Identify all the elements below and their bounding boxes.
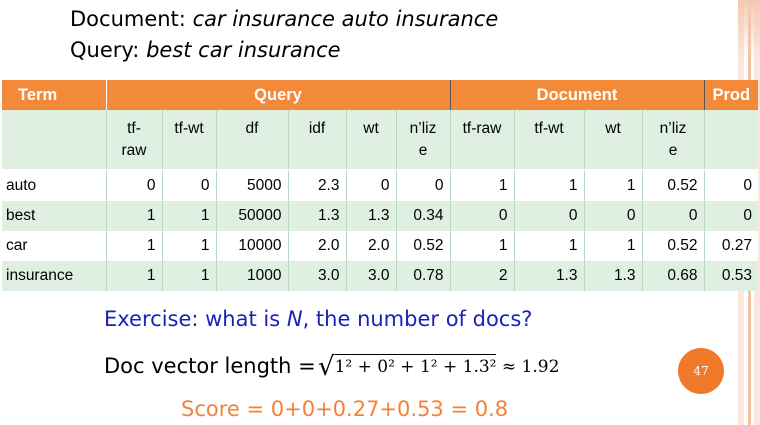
table-subheader: tf-raw tf-wt df idf wt n’liz e tf-raw tf-…	[2, 110, 758, 171]
document-group-header: Document	[449, 80, 705, 110]
query-group-header: Query	[105, 80, 450, 110]
d-wt-cell: 1	[583, 231, 642, 261]
page-number-badge: 47	[678, 348, 724, 394]
table-row: insurance 1 1 1000 3.0 3.0 0.78 2 1.3 1.3 0.68 0.53	[2, 261, 758, 291]
subheader-d-nlize: n’liz e	[641, 110, 704, 171]
d-nlize-cell: 0.52	[641, 170, 704, 201]
subheader-d-tf-wt: tf-wt	[513, 110, 584, 171]
d-wt-cell: 0	[583, 201, 642, 231]
d-wt-cell: 1.3	[583, 261, 642, 291]
d-tf-raw-cell: 0	[449, 201, 514, 231]
term-header: Term	[2, 80, 106, 110]
q-tf-raw-cell: 0	[105, 170, 162, 201]
term-cell: insurance	[2, 261, 106, 291]
q-idf-cell: 2.3	[287, 170, 346, 201]
q-idf-cell: 1.3	[287, 201, 346, 231]
subheader-q-nlize: n’liz e	[395, 110, 450, 171]
table-row: car 1 1 10000 2.0 2.0 0.52 1 1 1 0.52 0.27	[2, 231, 758, 261]
prod-cell: 0	[703, 201, 758, 231]
table-group-header: Term Query Document Prod	[2, 80, 758, 110]
q-tf-wt-cell: 0	[161, 170, 216, 201]
approx-value: ≈ 1.92	[501, 357, 560, 377]
d-nlize-cell: 0	[641, 201, 704, 231]
subheader-d-tf-raw: tf-raw	[449, 110, 514, 171]
d-tf-wt-cell: 1	[513, 231, 584, 261]
doc-vector-formula: √1² + 0² + 1² + 1.3² ≈ 1.92	[318, 352, 559, 382]
term-cell: car	[2, 231, 106, 261]
q-df-cell: 10000	[215, 231, 288, 261]
q-nlize-cell: 0	[395, 170, 450, 201]
q-tf-wt-cell: 1	[161, 231, 216, 261]
q-idf-cell: 3.0	[287, 261, 346, 291]
subheader-term	[2, 110, 106, 171]
subheader-q-tf-raw: tf-raw	[105, 110, 162, 171]
d-nlize-cell: 0.52	[641, 231, 704, 261]
q-df-cell: 5000	[215, 170, 288, 201]
term-cell: auto	[2, 170, 106, 201]
doc-vector-label: Doc vector length =	[104, 354, 316, 378]
q-nlize-cell: 0.78	[395, 261, 450, 291]
document-label: Document:	[70, 7, 186, 31]
d-tf-wt-cell: 1	[513, 170, 584, 201]
table-row: auto 0 0 5000 2.3 0 0 1 1 1 0.52 0	[2, 170, 758, 201]
q-tf-raw-cell: 1	[105, 261, 162, 291]
d-wt-cell: 1	[583, 170, 642, 201]
exercise-var: N	[286, 307, 303, 331]
subheader-d-wt: wt	[583, 110, 642, 171]
q-df-cell: 50000	[215, 201, 288, 231]
tfidf-table: Term Query Document Prod tf-raw tf-wt df…	[2, 80, 758, 291]
document-line: Document: car insurance auto insurance	[70, 7, 498, 31]
d-tf-raw-cell: 1	[449, 170, 514, 201]
q-tf-wt-cell: 1	[161, 261, 216, 291]
sqrt-symbol: √	[318, 352, 335, 382]
q-df-cell: 1000	[215, 261, 288, 291]
subheader-q-tf-wt: tf-wt	[161, 110, 216, 171]
table-body: auto 0 0 5000 2.3 0 0 1 1 1 0.52 0 best 1 1 50000 1.3 1.3…	[2, 170, 758, 291]
d-tf-wt-cell: 0	[513, 201, 584, 231]
q-wt-cell: 1.3	[345, 201, 396, 231]
d-nlize-cell: 0.68	[641, 261, 704, 291]
subheader-prod	[703, 110, 758, 171]
table-row: best 1 1 50000 1.3 1.3 0.34 0 0 0 0 0	[2, 201, 758, 231]
prod-cell: 0.27	[703, 231, 758, 261]
score-line: Score = 0+0+0.27+0.53 = 0.8	[181, 397, 509, 421]
exercise-suffix: , the number of docs?	[302, 307, 533, 331]
query-label: Query:	[70, 38, 140, 62]
d-tf-raw-cell: 2	[449, 261, 514, 291]
exercise-prefix: Exercise: what is	[104, 307, 287, 331]
q-tf-raw-cell: 1	[105, 231, 162, 261]
q-wt-cell: 3.0	[345, 261, 396, 291]
query-line: Query: best car insurance	[70, 38, 341, 62]
prod-cell: 0	[703, 170, 758, 201]
prod-header: Prod	[704, 80, 758, 110]
radicand: 1² + 0² + 1² + 1.3²	[334, 354, 497, 377]
d-tf-raw-cell: 1	[449, 231, 514, 261]
q-idf-cell: 2.0	[287, 231, 346, 261]
prod-cell: 0.53	[703, 261, 758, 291]
subheader-q-idf: idf	[287, 110, 346, 171]
q-wt-cell: 2.0	[345, 231, 396, 261]
q-nlize-cell: 0.52	[395, 231, 450, 261]
subheader-q-df: df	[215, 110, 288, 171]
exercise-question: Exercise: what is N, the number of docs?	[104, 307, 532, 331]
subheader-q-wt: wt	[345, 110, 396, 171]
q-wt-cell: 0	[345, 170, 396, 201]
q-nlize-cell: 0.34	[395, 201, 450, 231]
right-border-gradient	[738, 0, 760, 60]
query-text: best car insurance	[146, 38, 341, 62]
term-cell: best	[2, 201, 106, 231]
d-tf-wt-cell: 1.3	[513, 261, 584, 291]
q-tf-wt-cell: 1	[161, 201, 216, 231]
document-text: car insurance auto insurance	[192, 7, 499, 31]
q-tf-raw-cell: 1	[105, 201, 162, 231]
